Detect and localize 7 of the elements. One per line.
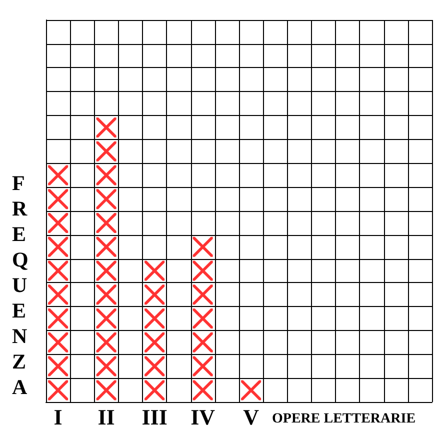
x-tick-label: II bbox=[98, 404, 115, 430]
x-tick-label: III bbox=[142, 404, 168, 430]
x-tick-label: V bbox=[243, 404, 260, 430]
x-tick-label: I bbox=[54, 404, 62, 430]
x-tick-label: IV bbox=[190, 404, 216, 430]
x-axis-title: OPERE LETTERARIE bbox=[272, 412, 416, 426]
text: FREQUENZA bbox=[12, 170, 28, 399]
